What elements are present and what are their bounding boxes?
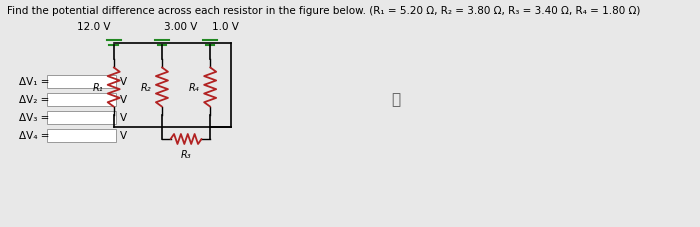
Text: ΔV₄ =: ΔV₄ = <box>19 131 50 140</box>
Text: Find the potential difference across each resistor in the figure below. (R₁ = 5.: Find the potential difference across eac… <box>7 6 640 16</box>
Bar <box>48 129 116 142</box>
Text: ⓘ: ⓘ <box>391 92 401 107</box>
Text: ΔV₂ =: ΔV₂ = <box>19 95 49 105</box>
Text: 3.00 V: 3.00 V <box>164 22 197 32</box>
Text: V: V <box>120 113 127 122</box>
Text: ΔV₃ =: ΔV₃ = <box>19 113 49 122</box>
Bar <box>48 111 116 124</box>
Text: 1.0 V: 1.0 V <box>212 22 239 32</box>
Bar <box>48 75 116 88</box>
Bar <box>48 93 116 106</box>
Text: R₂: R₂ <box>141 83 152 93</box>
Text: R₄: R₄ <box>189 83 199 93</box>
Text: ΔV₁ =: ΔV₁ = <box>19 77 50 87</box>
Text: V: V <box>120 131 127 140</box>
Text: R₃: R₃ <box>181 149 191 159</box>
Text: 12.0 V: 12.0 V <box>77 22 110 32</box>
Text: V: V <box>120 77 127 87</box>
Text: V: V <box>120 95 127 105</box>
Text: R₁: R₁ <box>92 83 104 93</box>
